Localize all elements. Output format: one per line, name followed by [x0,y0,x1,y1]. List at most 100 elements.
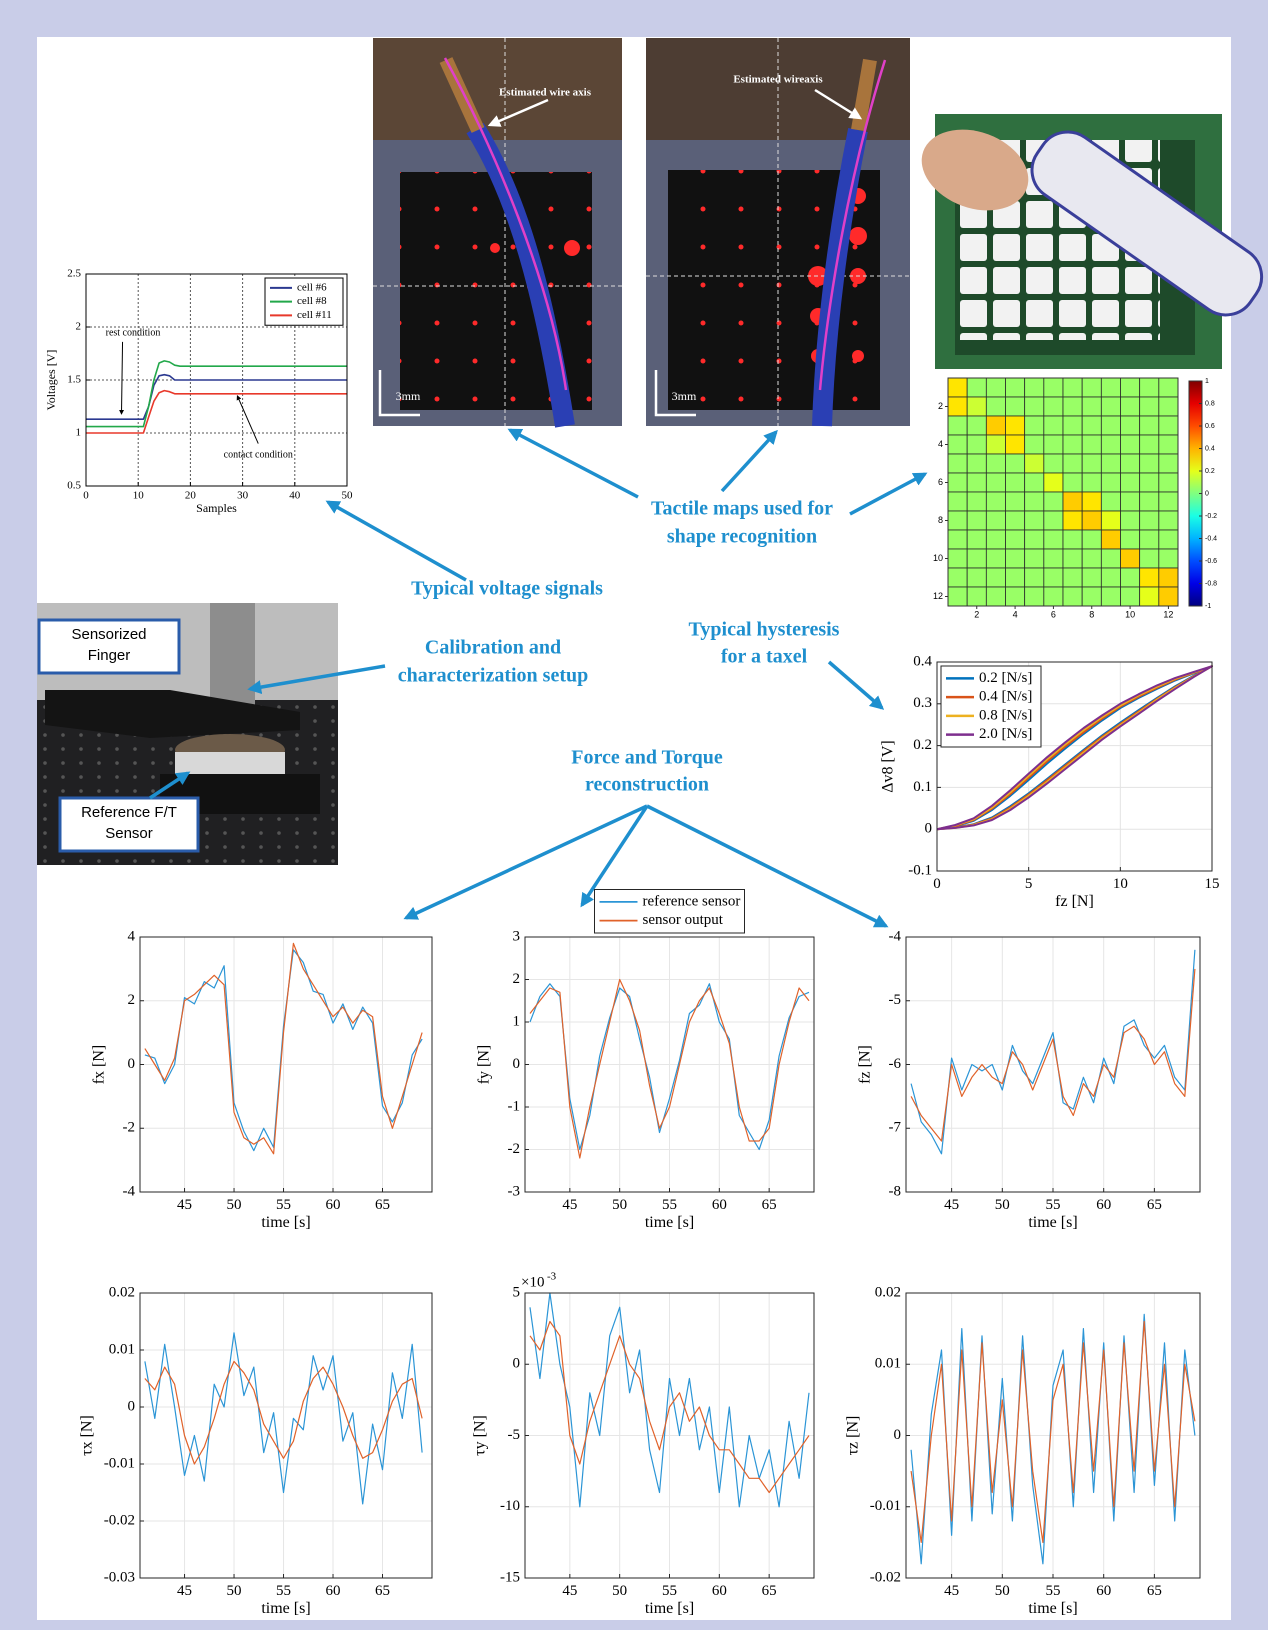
figure: Estimated wire axis 3mm Estimated wireax… [0,0,1268,1630]
y-axis-label: τx [N] [79,1415,96,1456]
heatmap-cell [1025,549,1044,568]
x-tick-label: 10 [1125,609,1135,619]
y-tick-label: -1 [508,1098,521,1114]
heatmap-cell [1025,435,1044,454]
x-tick-label: 10 [133,489,145,501]
heatmap-cell [1159,397,1178,416]
heatmap-cell [1006,378,1025,397]
heatmap-cell [948,435,967,454]
y-tick-label: 2.5 [67,268,81,280]
heatmap-cell [1063,416,1082,435]
photo-label: Estimated wireaxis [733,74,823,86]
x-tick-label: 40 [289,489,301,501]
heatmap-cell [1063,473,1082,492]
heatmap-cell [967,568,986,587]
heatmap-cell [1025,511,1044,530]
y-tick-label: 4 [128,928,136,944]
x-tick-label: 55 [1046,1583,1061,1599]
colorbar-tick-label: 1 [1205,378,1209,385]
y-tick-label: 2 [76,321,82,333]
colorbar-tick-label: -0.4 [1205,535,1217,542]
x-tick-label: 15 [1205,876,1220,892]
heatmap-cell [1006,492,1025,511]
heatmap-cell [1006,416,1025,435]
x-tick-label: 60 [712,1197,727,1213]
x-tick-label: 45 [944,1197,959,1213]
heatmap-cell [1006,454,1025,473]
heatmap-cell [1140,587,1159,606]
heatmap-cell [986,530,1005,549]
photo-label: Finger [88,647,131,664]
heatmap-cell [967,416,986,435]
x-axis-label: time [s] [645,1214,694,1231]
y-tick-label: 0 [925,821,933,837]
callout: Typical hysteresis [689,619,840,641]
heatmap-cell [1063,492,1082,511]
heatmap-cell [1082,454,1101,473]
x-tick-label: 50 [995,1197,1010,1213]
x-tick-label: 2 [974,609,979,619]
heatmap-cell [1044,416,1063,435]
x-axis-label: time [s] [645,1600,694,1617]
heatmap-cell [1101,530,1120,549]
x-tick-label: 50 [612,1583,627,1599]
heatmap-cell [967,587,986,606]
photo-label: Sensor [105,825,153,842]
heatmap-cell [1159,587,1178,606]
heatmap-cell [986,549,1005,568]
y-tick-label: 3 [513,928,521,944]
heatmap-cell [948,511,967,530]
x-tick-label: 50 [227,1197,242,1213]
heatmap-cell [1063,378,1082,397]
photo-setup: Sensorized Finger Reference F/T Sensor [37,603,385,865]
heatmap-cell [1101,454,1120,473]
x-tick-label: 45 [562,1583,577,1599]
callout: reconstruction [585,774,709,796]
x-tick-label: 55 [662,1197,677,1213]
y-tick-label: -0.01 [870,1498,901,1514]
heatmap-cell [1044,568,1063,587]
heatmap-cell [1063,397,1082,416]
heatmap-cell [1044,511,1063,530]
chart: 010203040500.511.522.5SamplesVoltages [V… [44,268,353,515]
x-tick-label: 20 [185,489,197,501]
y-tick-label: 0 [894,1427,902,1443]
x-tick-label: 65 [762,1197,777,1213]
heatmap-cell [948,473,967,492]
y-tick-label: -3 [508,1183,521,1199]
legend-label: 2.0 [N/s] [979,726,1032,742]
heatmap-cell [948,378,967,397]
y-tick-label: 0 [513,1056,521,1072]
annotation: contact condition [224,450,293,461]
y-tick-label: -5 [508,1427,521,1443]
heatmap-cell [1101,587,1120,606]
y-tick-label: 0.01 [875,1356,901,1372]
heatmap-cell [967,492,986,511]
heatmap-cell [1121,587,1140,606]
x-tick-label: 50 [342,489,354,501]
heatmap-cell [1101,435,1120,454]
heatmap-cell [1025,530,1044,549]
heatmap-cell [1159,568,1178,587]
heatmap-cell [1044,454,1063,473]
y-tick-label: -8 [889,1183,902,1199]
x-tick-label: 60 [712,1583,727,1599]
heatmap-cell [1140,492,1159,511]
heatmap-cell [1101,568,1120,587]
y-tick-label: 1 [76,427,82,439]
y-tick-label: 0.02 [875,1284,901,1300]
heatmap-cell [1063,549,1082,568]
heatmap-cell [1082,492,1101,511]
photo-wire-right: Estimated wireaxis 3mm [646,38,910,426]
x-tick-label: 45 [177,1583,192,1599]
y-axis-label: fy [N] [476,1045,493,1085]
heatmap-cell [1140,511,1159,530]
heatmap-cell [1006,587,1025,606]
y-tick-label: 2 [128,992,136,1008]
heatmap-cell [948,530,967,549]
heatmap-cell [1044,492,1063,511]
heatmap-cell [1082,568,1101,587]
heatmap-cell [986,473,1005,492]
y-tick-label: -0.01 [104,1455,135,1471]
y-tick-label: -0.03 [104,1569,135,1585]
